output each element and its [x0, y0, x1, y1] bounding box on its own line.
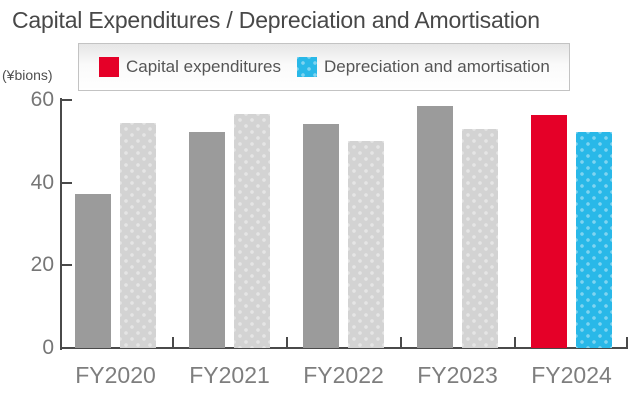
x-axis-label-fy2020: FY2020	[75, 362, 156, 388]
x-axis-line	[60, 347, 628, 349]
y-axis-line	[60, 98, 62, 350]
bar-fy2020-capital-expenditures	[75, 194, 111, 348]
bar-fy2022-capital-expenditures	[303, 124, 339, 348]
chart-title: Capital Expenditures / Depreciation and …	[12, 7, 540, 33]
y-tick	[60, 181, 72, 184]
y-tick	[60, 264, 72, 267]
y-axis-unit-label: (¥bions)	[2, 67, 53, 83]
bar-fy2024-capital-expenditures	[531, 115, 567, 348]
y-tick-label: 0	[42, 336, 54, 359]
bar-fy2020-depreciation-and-amortisation	[120, 123, 156, 348]
x-tick	[285, 337, 288, 348]
capex-legend-swatch	[99, 57, 119, 77]
bar-fy2021-capital-expenditures	[189, 132, 225, 348]
legend-item-depreciation: Depreciation and amortisation	[296, 57, 550, 77]
x-axis-label-fy2022: FY2022	[303, 362, 384, 388]
bar-fy2022-depreciation-and-amortisation	[348, 141, 384, 348]
y-tick-label: 20	[30, 253, 54, 277]
legend-box: Capital expenditures Depreciation and am…	[78, 43, 570, 91]
bar-fy2023-capital-expenditures	[417, 106, 453, 348]
x-tick	[626, 337, 628, 348]
bar-fy2021-depreciation-and-amortisation	[234, 114, 270, 348]
legend-item-capex: Capital expenditures	[99, 57, 281, 77]
x-tick	[171, 337, 174, 348]
depreciation-legend-swatch	[296, 57, 317, 77]
y-tick-label: 60	[30, 88, 54, 111]
bar-fy2023-depreciation-and-amortisation	[462, 129, 498, 348]
y-tick	[60, 99, 72, 101]
y-tick-label: 40	[30, 170, 54, 194]
capex-legend-label: Capital expenditures	[126, 57, 281, 76]
x-axis-label-fy2023: FY2023	[417, 362, 498, 388]
bar-fy2024-depreciation-and-amortisation	[576, 132, 612, 348]
x-axis-label-fy2021: FY2021	[189, 362, 270, 388]
x-tick	[399, 337, 402, 348]
x-tick	[513, 337, 516, 348]
depreciation-legend-label: Depreciation and amortisation	[323, 57, 550, 76]
x-axis-label-fy2024: FY2024	[531, 362, 612, 388]
